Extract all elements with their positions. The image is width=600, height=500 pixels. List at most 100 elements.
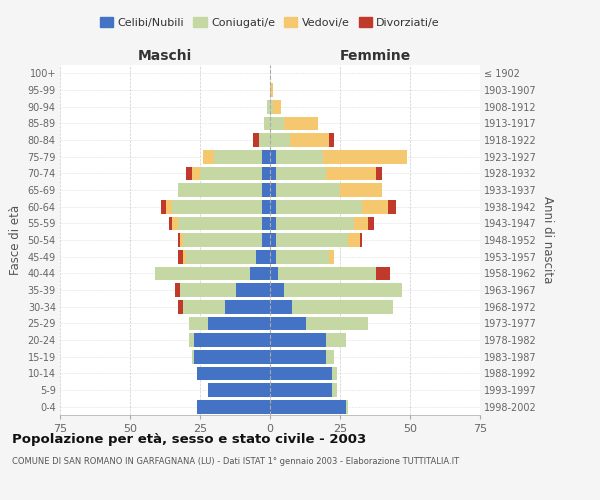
Bar bbox=[194, 333, 270, 347]
Bar bbox=[166, 200, 172, 213]
Bar bbox=[191, 166, 200, 180]
Bar bbox=[262, 233, 270, 247]
Bar bbox=[376, 266, 391, 280]
Bar bbox=[290, 133, 329, 147]
Bar bbox=[284, 116, 317, 130]
Bar bbox=[208, 383, 270, 397]
Bar bbox=[178, 216, 262, 230]
Bar bbox=[354, 216, 368, 230]
Bar bbox=[284, 283, 401, 297]
Bar bbox=[225, 300, 270, 314]
Bar bbox=[161, 200, 166, 213]
Bar bbox=[270, 216, 275, 230]
Y-axis label: Fasce di età: Fasce di età bbox=[9, 205, 22, 275]
Bar bbox=[259, 133, 270, 147]
Bar bbox=[368, 216, 374, 230]
Bar bbox=[270, 116, 284, 130]
Bar bbox=[270, 250, 275, 264]
Text: Popolazione per età, sesso e stato civile - 2003: Popolazione per età, sesso e stato civil… bbox=[12, 432, 366, 446]
Bar bbox=[270, 200, 275, 213]
Bar bbox=[270, 183, 275, 197]
Bar bbox=[262, 150, 270, 164]
Bar bbox=[270, 133, 290, 147]
Bar bbox=[262, 183, 270, 197]
Bar bbox=[270, 166, 275, 180]
Bar bbox=[169, 216, 172, 230]
Bar bbox=[270, 233, 275, 247]
Bar bbox=[197, 366, 270, 380]
Bar bbox=[340, 183, 382, 197]
Bar bbox=[186, 250, 256, 264]
Bar bbox=[256, 250, 270, 264]
Bar bbox=[359, 233, 362, 247]
Bar bbox=[332, 366, 337, 380]
Bar bbox=[275, 200, 362, 213]
Bar bbox=[178, 250, 183, 264]
Bar bbox=[189, 316, 208, 330]
Bar bbox=[346, 400, 349, 413]
Bar bbox=[172, 216, 178, 230]
Bar bbox=[329, 133, 334, 147]
Bar bbox=[253, 133, 259, 147]
Bar bbox=[362, 200, 388, 213]
Bar bbox=[262, 200, 270, 213]
Bar bbox=[183, 233, 262, 247]
Bar bbox=[236, 283, 270, 297]
Bar bbox=[270, 333, 326, 347]
Bar bbox=[262, 216, 270, 230]
Bar bbox=[275, 183, 340, 197]
Bar bbox=[376, 166, 382, 180]
Bar bbox=[270, 366, 332, 380]
Bar bbox=[326, 350, 334, 364]
Bar bbox=[181, 283, 236, 297]
Bar bbox=[275, 216, 354, 230]
Bar bbox=[270, 150, 275, 164]
Bar bbox=[270, 300, 292, 314]
Bar bbox=[208, 316, 270, 330]
Bar bbox=[307, 316, 368, 330]
Bar bbox=[181, 233, 183, 247]
Bar bbox=[275, 233, 349, 247]
Bar bbox=[332, 383, 337, 397]
Bar bbox=[323, 150, 407, 164]
Bar bbox=[178, 233, 181, 247]
Bar bbox=[326, 333, 346, 347]
Bar bbox=[183, 250, 186, 264]
Y-axis label: Anni di nascita: Anni di nascita bbox=[541, 196, 554, 284]
Bar bbox=[270, 316, 307, 330]
Bar bbox=[388, 200, 396, 213]
Text: Maschi: Maschi bbox=[138, 48, 192, 62]
Bar bbox=[329, 250, 334, 264]
Bar bbox=[262, 166, 270, 180]
Bar bbox=[292, 300, 393, 314]
Legend: Celibi/Nubili, Coniugati/e, Vedovi/e, Divorziati/e: Celibi/Nubili, Coniugati/e, Vedovi/e, Di… bbox=[95, 13, 445, 32]
Bar bbox=[326, 166, 376, 180]
Bar bbox=[178, 300, 183, 314]
Bar bbox=[275, 250, 329, 264]
Bar bbox=[214, 150, 262, 164]
Bar bbox=[250, 266, 270, 280]
Bar bbox=[273, 100, 281, 114]
Bar bbox=[349, 233, 359, 247]
Bar bbox=[194, 350, 270, 364]
Bar bbox=[200, 166, 262, 180]
Bar bbox=[197, 400, 270, 413]
Bar bbox=[270, 100, 273, 114]
Bar bbox=[270, 283, 284, 297]
Bar bbox=[183, 300, 225, 314]
Text: Femmine: Femmine bbox=[340, 48, 410, 62]
Bar bbox=[275, 166, 326, 180]
Bar bbox=[278, 266, 376, 280]
Bar bbox=[203, 150, 214, 164]
Bar bbox=[175, 283, 181, 297]
Bar bbox=[155, 266, 250, 280]
Bar bbox=[267, 100, 270, 114]
Bar bbox=[178, 183, 262, 197]
Bar bbox=[270, 400, 346, 413]
Bar bbox=[189, 333, 194, 347]
Text: COMUNE DI SAN ROMANO IN GARFAGNANA (LU) - Dati ISTAT 1° gennaio 2003 - Elaborazi: COMUNE DI SAN ROMANO IN GARFAGNANA (LU) … bbox=[12, 458, 459, 466]
Bar bbox=[191, 350, 194, 364]
Bar bbox=[270, 83, 273, 97]
Bar bbox=[265, 116, 270, 130]
Bar bbox=[172, 200, 262, 213]
